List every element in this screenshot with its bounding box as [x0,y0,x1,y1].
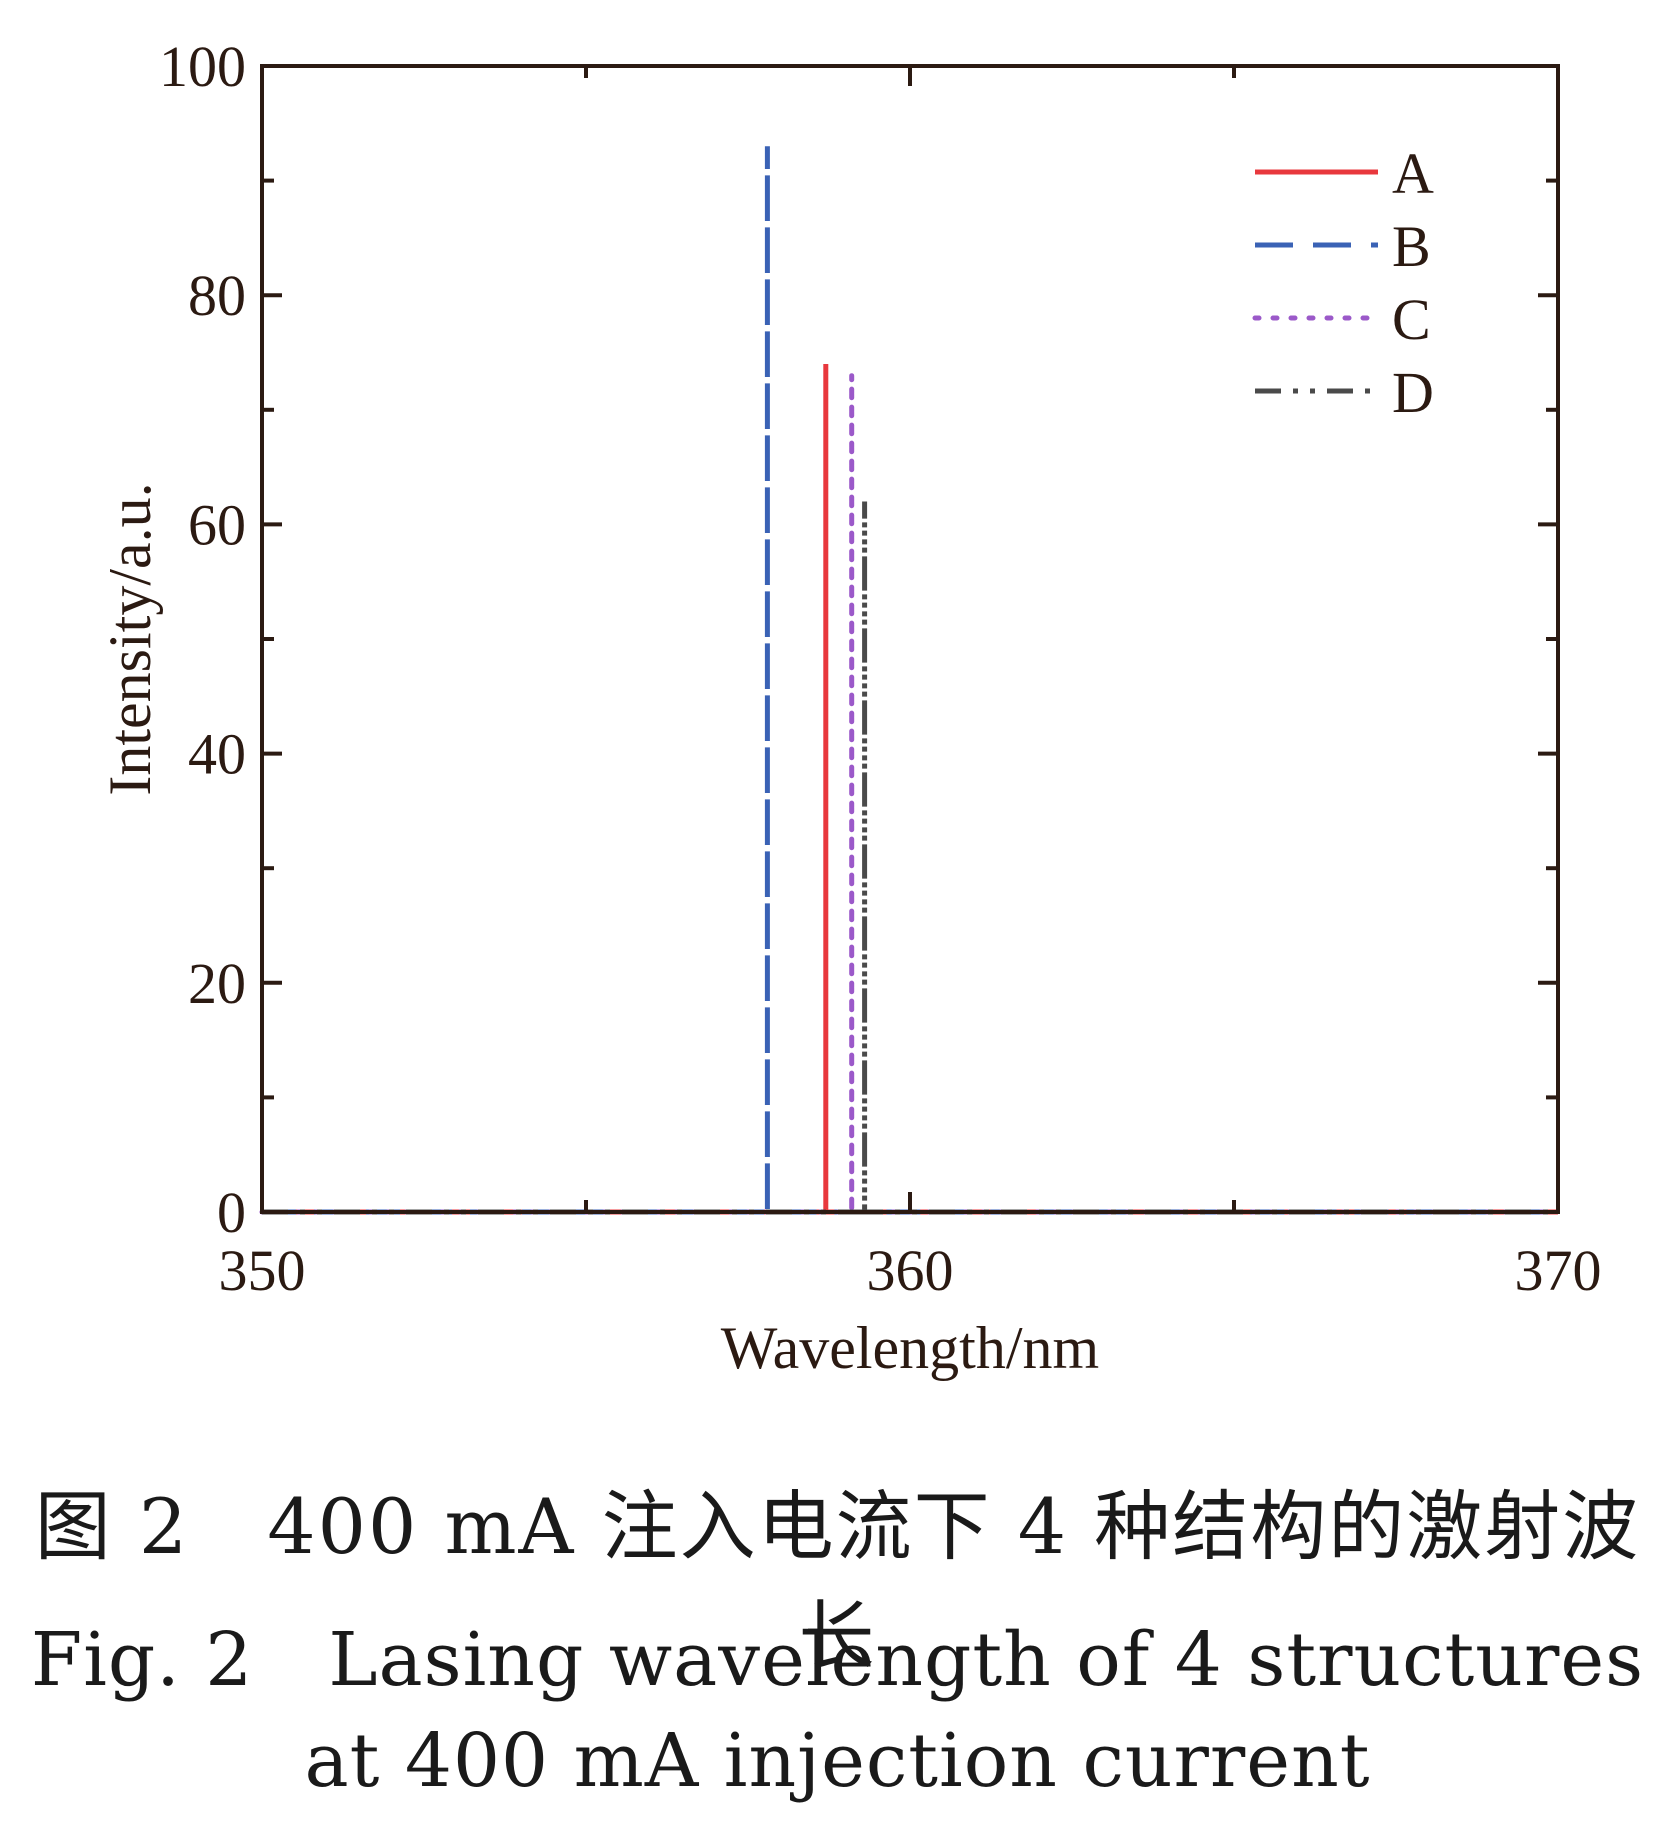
series-layer [259,146,1561,1215]
y-axis-label: Intensity/a.u. [97,482,163,795]
y-tick-label: 100 [159,34,246,99]
series-d-line [262,501,1558,1215]
figure-caption-english-line1: Fig. 2 Lasing wavelength of 4 structures [30,1617,1645,1703]
x-axis-label: Wavelength/nm [721,1315,1099,1381]
series-a-line [262,364,1558,1215]
legend-label-d: D [1392,360,1434,425]
lasing-wavelength-chart: 0 20 40 60 80 100 350 360 370 Wavelength/nm Inte… [97,34,1602,1381]
series-c-line [259,375,1561,1215]
figure-caption-chinese: 图 2 400 mA 注入电流下 4 种结构的激射波长 [34,1482,1641,1681]
x-tick-label: 350 [219,1238,306,1303]
ticks-layer [260,64,1560,1214]
y-tick-label: 0 [217,1180,246,1245]
y-tick-label: 20 [188,951,246,1016]
series-b-line [262,146,1558,1215]
x-tick-label: 370 [1515,1238,1602,1303]
legend-label-b: B [1392,214,1431,279]
y-tick-label: 80 [188,263,246,328]
legend-label-a: A [1392,141,1434,206]
figure-caption-english-line2: at 400 mA injection current [304,1718,1371,1804]
legend-label-c: C [1392,287,1431,352]
y-tick-label: 40 [188,722,246,787]
plot-frame [260,64,1560,1214]
labels-layer: 0 20 40 60 80 100 350 360 370 [159,34,1602,1303]
x-tick-label: 360 [867,1238,954,1303]
y-tick-label: 60 [188,492,246,557]
